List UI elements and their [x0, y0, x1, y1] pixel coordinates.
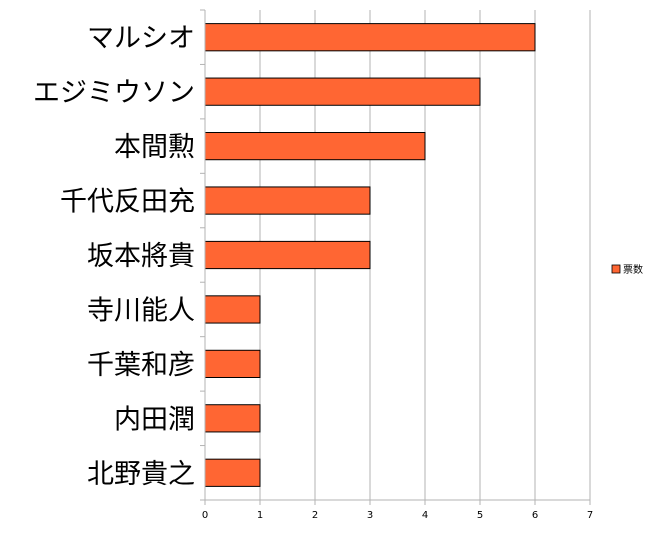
- bars: [204, 23, 536, 487]
- bar-5: [204, 240, 371, 270]
- bar-9: [204, 458, 261, 487]
- category-label-9: 北野貴之: [87, 459, 195, 490]
- legend-label: 票数: [623, 263, 643, 276]
- category-label-4: 千代反田充: [60, 187, 195, 218]
- legend-swatch: [611, 264, 621, 274]
- bar-8: [204, 404, 261, 433]
- bar-6: [204, 295, 261, 324]
- category-label-8: 内田潤: [114, 404, 195, 435]
- category-label-6: 寺川能人: [87, 295, 195, 326]
- x-tick-label-3: 3: [367, 510, 373, 521]
- x-tick-label-2: 2: [312, 510, 318, 521]
- x-tick-label-6: 6: [532, 510, 538, 521]
- x-tick-label-0: 0: [202, 510, 208, 521]
- bar-3: [204, 132, 426, 161]
- category-label-5: 坂本將貴: [87, 241, 195, 272]
- legend: 票数: [611, 263, 643, 276]
- bar-7: [204, 349, 261, 378]
- x-tick-label-5: 5: [477, 510, 483, 521]
- x-tick-label-4: 4: [422, 510, 428, 521]
- x-tick-label-1: 1: [257, 510, 263, 521]
- bar-1: [204, 23, 536, 52]
- x-tick-label-7: 7: [587, 510, 593, 521]
- bar-2: [204, 77, 481, 106]
- category-label-7: 千葉和彦: [87, 350, 195, 381]
- axes: [200, 9, 591, 505]
- bar-4: [204, 186, 371, 215]
- category-label-2: エジミウソン: [33, 78, 195, 109]
- category-label-3: 本間勲: [114, 132, 195, 163]
- category-label-1: マルシオ: [87, 23, 195, 54]
- tick-labels: 0 1 2 3 4 5 6 7: [202, 510, 593, 521]
